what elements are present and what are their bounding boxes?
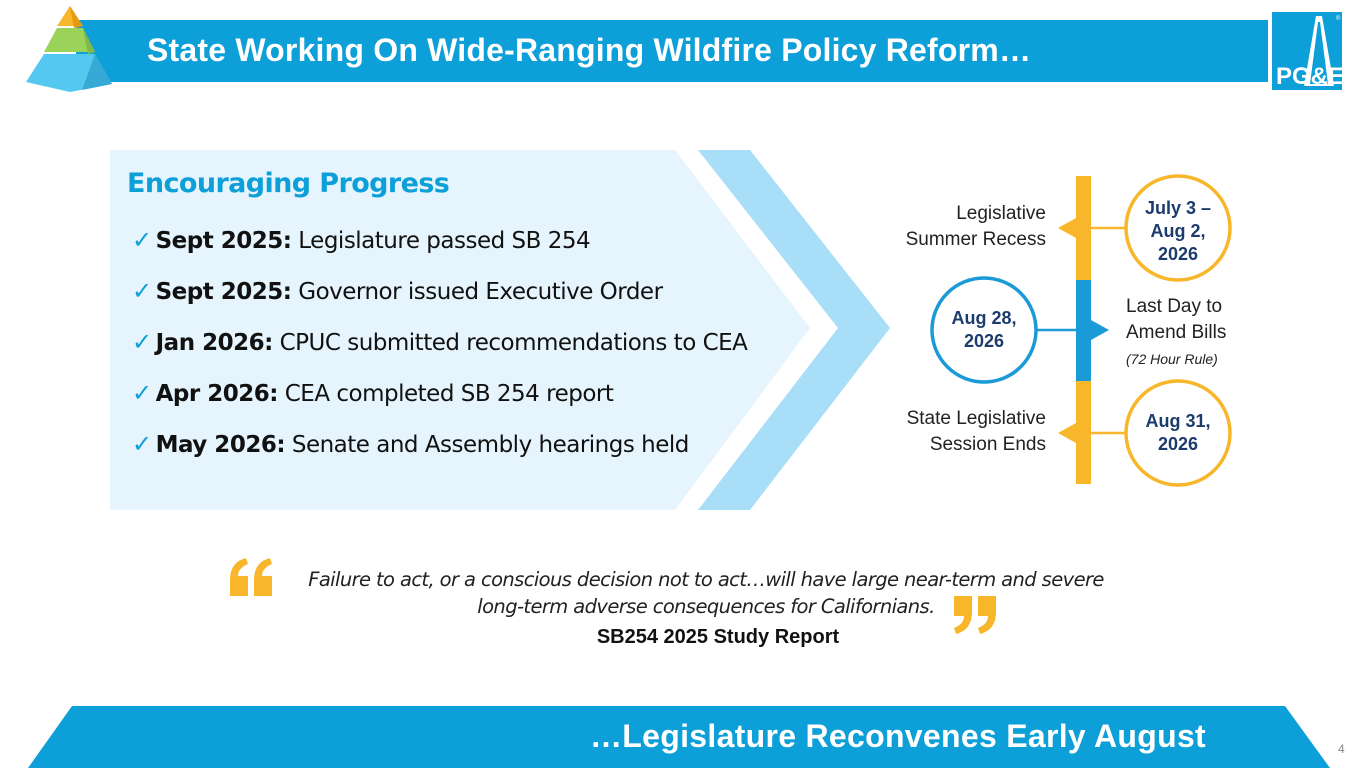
progress-item-text: CEA completed SB 254 report bbox=[277, 381, 614, 407]
timeline: Legislative Summer Recess July 3 – Aug 2… bbox=[860, 170, 1260, 490]
event-label-amend-bills: Last Day to Amend Bills (72 Hour Rule) bbox=[1126, 294, 1260, 372]
checkmark-icon: ✓ bbox=[132, 328, 152, 356]
progress-item: ✓ Jan 2026: CPUC submitted recommendation… bbox=[132, 328, 748, 356]
page-number: 4 bbox=[1338, 742, 1345, 756]
progress-item: ✓ Apr 2026: CEA completed SB 254 report bbox=[132, 379, 614, 407]
footer-banner bbox=[28, 706, 1330, 768]
svg-text:PG&E: PG&E bbox=[1276, 63, 1342, 90]
footer-text: …Legislature Reconvenes Early August bbox=[590, 718, 1207, 754]
progress-item-text: Governor issued Executive Order bbox=[291, 279, 663, 305]
progress-item: ✓ Sept 2025: Governor issued Executive Or… bbox=[132, 277, 663, 305]
checkmark-icon: ✓ bbox=[132, 226, 152, 254]
event-note-72-hour: (72 Hour Rule) bbox=[1126, 351, 1218, 367]
svg-text:®: ® bbox=[1336, 15, 1341, 22]
progress-heading: Encouraging Progress bbox=[127, 168, 450, 199]
progress-item-date: May 2026: bbox=[155, 432, 286, 458]
checkmark-icon: ✓ bbox=[132, 277, 152, 305]
pge-logo: PG&E ® bbox=[1272, 12, 1342, 90]
progress-item-text: CPUC submitted recommendations to CEA bbox=[272, 330, 748, 356]
progress-item-date: Jan 2026: bbox=[155, 330, 274, 356]
progress-item: ✓ Sept 2025: Legislature passed SB 254 bbox=[132, 226, 591, 254]
page-title: State Working On Wide-Ranging Wildfire P… bbox=[147, 32, 1032, 68]
pyramid-icon bbox=[26, 6, 112, 92]
open-quote-icon bbox=[230, 558, 272, 596]
event-label-summer-recess: Legislative Summer Recess bbox=[905, 203, 1046, 250]
progress-item-text: Legislature passed SB 254 bbox=[291, 228, 591, 254]
progress-panel bbox=[110, 150, 890, 510]
quote-source: SB254 2025 Study Report bbox=[596, 626, 840, 648]
event-date-session-ends: Aug 31, 2026 bbox=[1145, 411, 1211, 454]
title-bar bbox=[76, 20, 1268, 82]
progress-item-date: Sept 2025: bbox=[155, 228, 292, 254]
quote-text: Failure to act, or a conscious decision … bbox=[308, 568, 1104, 618]
progress-item-date: Sept 2025: bbox=[155, 279, 292, 305]
checkmark-icon: ✓ bbox=[132, 430, 152, 458]
checkmark-icon: ✓ bbox=[132, 379, 152, 407]
event-date-amend-bills: Aug 28, 2026 bbox=[951, 308, 1017, 351]
event-label-session-ends: State Legislative Session Ends bbox=[906, 408, 1046, 455]
progress-item: ✓ May 2026: Senate and Assembly hearings … bbox=[132, 430, 689, 458]
close-quote-icon bbox=[954, 596, 996, 634]
progress-item-text: Senate and Assembly hearings held bbox=[285, 432, 690, 458]
event-date-summer-recess: July 3 – Aug 2, 2026 bbox=[1144, 198, 1212, 264]
progress-item-date: Apr 2026: bbox=[155, 381, 279, 407]
